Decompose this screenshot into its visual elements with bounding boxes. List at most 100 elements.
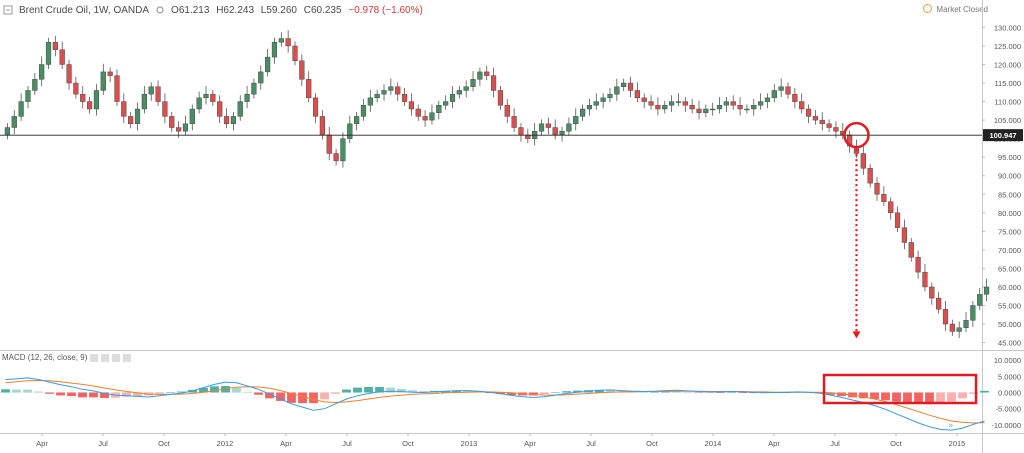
collapse-icon[interactable] (3, 5, 13, 15)
macd-histogram-bar (551, 392, 560, 393)
candle-body (340, 138, 346, 162)
close-value: C60.235 (303, 4, 342, 16)
macd-histogram-bar (320, 392, 329, 400)
candle-body (949, 323, 955, 332)
candle-body (463, 86, 469, 91)
candle-body (614, 86, 620, 95)
candle-body (607, 93, 613, 99)
time-tick-label: Jul (342, 439, 352, 448)
candle-body (25, 90, 31, 102)
macd-histogram-bar (375, 386, 384, 393)
macd-histogram-bar (155, 392, 164, 394)
scroll-right-icon[interactable]: » (948, 421, 954, 431)
candle-body (689, 105, 695, 110)
candle-body (80, 93, 86, 102)
candle-body (18, 101, 24, 117)
candle-body (107, 71, 113, 76)
time-tick-label: 2012 (217, 439, 234, 448)
hide-icon[interactable] (90, 353, 99, 362)
format-icon[interactable] (101, 353, 110, 362)
macd-histogram-bar (221, 386, 230, 393)
candle-body (354, 116, 360, 125)
more-icon[interactable] (123, 353, 132, 362)
candle-body (155, 86, 161, 102)
candle-body (874, 182, 880, 195)
macd-histogram-bar (397, 388, 406, 393)
candle-body (936, 297, 942, 310)
macd-histogram-bar (276, 392, 285, 401)
symbol-label[interactable]: Brent Crude Oil, 1W, OANDA (19, 4, 150, 16)
macd-tick-label: 5.0000 (998, 372, 1021, 381)
time-tick-label: Oct (646, 439, 659, 448)
candle-body (449, 93, 456, 102)
candle-body (792, 93, 798, 102)
candle-body (299, 60, 305, 80)
macd-histogram-bar (89, 392, 98, 398)
macd-histogram-bar (342, 389, 351, 393)
macd-tick-label: -5.0000 (996, 405, 1021, 414)
candle-body (970, 305, 976, 321)
candle-body (39, 64, 45, 80)
open-value: O61.213 (171, 4, 210, 16)
price-tick-label: 50.000 (998, 320, 1021, 329)
candle-body (573, 116, 579, 125)
candle-body (566, 123, 572, 132)
macd-histogram-bar (639, 392, 648, 393)
candle-body (963, 320, 969, 328)
candle-body (484, 71, 490, 76)
macd-histogram-bar (485, 392, 494, 393)
macd-label-text[interactable]: MACD (12, 26, close, 9) (2, 353, 88, 362)
price-tick-label: 90.000 (998, 172, 1021, 181)
macd-histogram-bar (298, 392, 307, 404)
breakdown-circle (843, 121, 870, 149)
macd-histogram-bar (705, 392, 714, 393)
candle-body (942, 309, 949, 325)
macd-histogram-bar (133, 392, 142, 397)
macd-tick-label: 0.0000 (998, 389, 1021, 398)
candle-body (278, 38, 284, 43)
candle-body (306, 79, 312, 99)
candle-body (545, 123, 551, 128)
settings-icon[interactable] (155, 5, 165, 15)
time-tick-label: Jul (98, 439, 108, 448)
candle-body (401, 93, 408, 102)
candle-body (271, 42, 278, 58)
candle-body (730, 101, 736, 106)
candle-body (319, 116, 325, 136)
macd-histogram-bar (254, 392, 263, 395)
candle-body (812, 116, 818, 121)
candle-body (141, 93, 147, 110)
candle-body (648, 101, 654, 106)
macd-histogram-bar (452, 390, 461, 393)
candle-body (456, 90, 462, 95)
candle-body (737, 105, 743, 110)
macd-line (5, 377, 985, 431)
macd-histogram-bar (694, 392, 703, 393)
candle-body (93, 90, 100, 110)
price-marker-label: 100.947 (989, 131, 1016, 140)
candle-body (983, 286, 990, 295)
time-tick-label: Oct (890, 439, 903, 448)
macd-histogram-bar (67, 392, 76, 397)
candle-body (634, 90, 640, 99)
delete-icon[interactable] (112, 353, 121, 362)
macd-histogram-bar (507, 392, 516, 396)
candle-body (429, 112, 435, 121)
candle-body (675, 101, 682, 103)
candle-body (826, 123, 832, 128)
candle-body (182, 123, 189, 132)
candle-body (888, 201, 894, 214)
candle-body (251, 82, 257, 95)
candle-body (217, 101, 223, 117)
candle-body (703, 108, 709, 113)
macd-histogram-bar (12, 389, 21, 393)
candle-body (723, 101, 729, 106)
macd-histogram-bar (749, 392, 758, 393)
price-tick-label: 55.000 (998, 302, 1021, 311)
time-tick-label: Apr (36, 439, 48, 448)
candle-body (121, 101, 127, 117)
macd-histogram-bar (683, 392, 692, 393)
price-tick-label: 70.000 (998, 246, 1021, 255)
price-tick-label: 95.000 (998, 153, 1021, 162)
